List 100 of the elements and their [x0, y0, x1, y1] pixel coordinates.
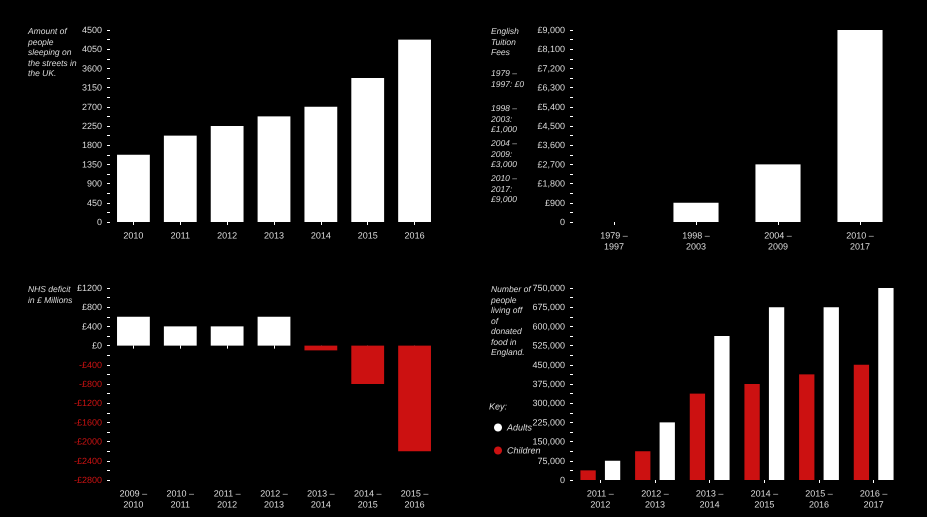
y-tick-label: -£2000	[74, 436, 102, 447]
y-tick-label: 750,000	[532, 283, 565, 293]
x-tick-label: 2014 – 2015	[354, 488, 382, 510]
x-tick-label: 2012 – 2013	[260, 488, 288, 510]
bar	[398, 346, 431, 452]
text: English Tuition Fees	[491, 26, 520, 58]
y-tick-label: 450,000	[532, 360, 565, 370]
y-tick-label: 4500	[82, 25, 102, 35]
x-tick-label: 2014 – 2015	[750, 488, 778, 510]
y-tick-label: 450	[86, 198, 102, 208]
chart-title: NHS deficit in £ Millions	[28, 284, 74, 305]
bar	[580, 470, 596, 480]
bar	[854, 364, 870, 480]
x-tick-label: 2011	[170, 230, 190, 240]
legend-label: Adults	[506, 422, 533, 432]
text: 2004 – 2009: £3,000	[491, 138, 518, 170]
x-tick-label: 2013 – 2014	[696, 488, 724, 510]
y-tick-label: 300,000	[532, 398, 565, 408]
y-tick-label: 2700	[82, 102, 102, 112]
x-tick-label: 2010 – 2011	[166, 488, 194, 510]
bar	[304, 106, 338, 222]
x-tick-label: 2009 – 2010	[120, 488, 148, 510]
y-tick-label: 1350	[82, 159, 102, 170]
y-tick-label: £900	[544, 198, 565, 208]
y-tick-label: 3150	[82, 82, 102, 93]
text: 2010 – 2017: £9,000	[491, 173, 518, 204]
y-tick-label: 675,000	[532, 302, 565, 312]
y-tick-label: 3600	[82, 63, 102, 74]
y-tick-label: -£1200	[74, 398, 102, 408]
bar	[799, 374, 814, 480]
bar	[117, 154, 150, 222]
bar	[604, 460, 620, 480]
x-tick-label: 2004 – 2009	[764, 230, 792, 252]
y-tick-label: 4050	[82, 44, 102, 54]
y-tick-label: 225,000	[532, 417, 565, 428]
y-tick-label: £800	[82, 302, 102, 312]
y-tick-label: -£1600	[74, 417, 102, 428]
bar	[714, 336, 730, 480]
bar	[824, 307, 839, 480]
bar	[210, 326, 244, 346]
y-tick-label: £0	[92, 340, 102, 351]
x-tick-label: 2011 – 2012	[214, 488, 241, 510]
y-tick-label: £7,200	[537, 63, 565, 74]
text: 1998 – 2003: £1,000	[491, 103, 518, 134]
bar	[258, 116, 290, 222]
bar	[755, 164, 801, 222]
bar	[304, 346, 338, 350]
x-tick-label: 2012	[217, 230, 238, 240]
y-tick-label: £4,500	[537, 121, 565, 131]
bar	[768, 307, 784, 480]
x-tick-label: 2015 – 2016	[805, 488, 833, 510]
legend-label: Children	[507, 446, 541, 456]
x-tick-label: 2010 – 2017	[846, 230, 874, 252]
y-tick-label: £2,700	[537, 159, 565, 170]
x-tick-label: 2016 – 2017	[860, 488, 888, 510]
y-tick-label: 0	[560, 217, 565, 227]
y-tick-label: 600,000	[532, 321, 565, 332]
x-tick-label: 2013 – 2014	[307, 488, 335, 510]
y-tick-label: 375,000	[532, 379, 565, 389]
y-tick-label: 2250	[82, 121, 102, 131]
y-tick-label: £8,100	[537, 44, 565, 54]
y-tick-label: £5,400	[537, 102, 565, 112]
text: Number of people living off of donated food in England.	[491, 284, 531, 358]
y-tick-label: £6,300	[537, 82, 565, 93]
y-tick-label: £9,000	[537, 25, 565, 35]
bar	[660, 422, 675, 480]
bar	[164, 326, 197, 346]
y-tick-label: £3,600	[537, 140, 565, 150]
y-tick-label: 525,000	[532, 340, 565, 351]
x-tick-label: 2015	[358, 230, 378, 240]
y-tick-label: 900	[86, 178, 102, 189]
legend-title: Key:	[489, 402, 508, 412]
y-tick-label: £400	[82, 321, 102, 332]
x-tick-label: 2011 – 2012	[586, 488, 614, 510]
bar	[164, 136, 197, 222]
text: 1979 – 1997: £0	[491, 68, 526, 89]
bar	[258, 316, 290, 346]
bar	[398, 40, 431, 222]
y-tick-label: 0	[560, 475, 565, 485]
y-tick-label: £1,800	[537, 178, 565, 189]
bar	[117, 316, 150, 346]
bar	[351, 346, 384, 384]
y-tick-label: 0	[96, 217, 102, 227]
x-tick-label: 1979 – 1997	[600, 230, 628, 252]
bar	[690, 394, 706, 480]
y-tick-label: 75,000	[537, 456, 565, 466]
bar	[744, 384, 760, 480]
x-tick-label: 2014	[310, 230, 331, 240]
bar	[837, 30, 883, 222]
y-tick-label: £1200	[76, 283, 102, 293]
y-tick-label: -£400	[78, 360, 102, 370]
bar	[673, 202, 719, 222]
x-tick-label: 2010	[123, 230, 144, 240]
x-tick-label: 2013	[264, 230, 284, 240]
bar	[878, 288, 894, 480]
bar	[635, 451, 650, 480]
y-tick-label: -£800	[78, 379, 102, 389]
x-tick-label: 2015 – 2016	[400, 488, 428, 510]
y-tick-label: 1800	[82, 140, 102, 150]
y-tick-label: -£2400	[74, 456, 102, 466]
